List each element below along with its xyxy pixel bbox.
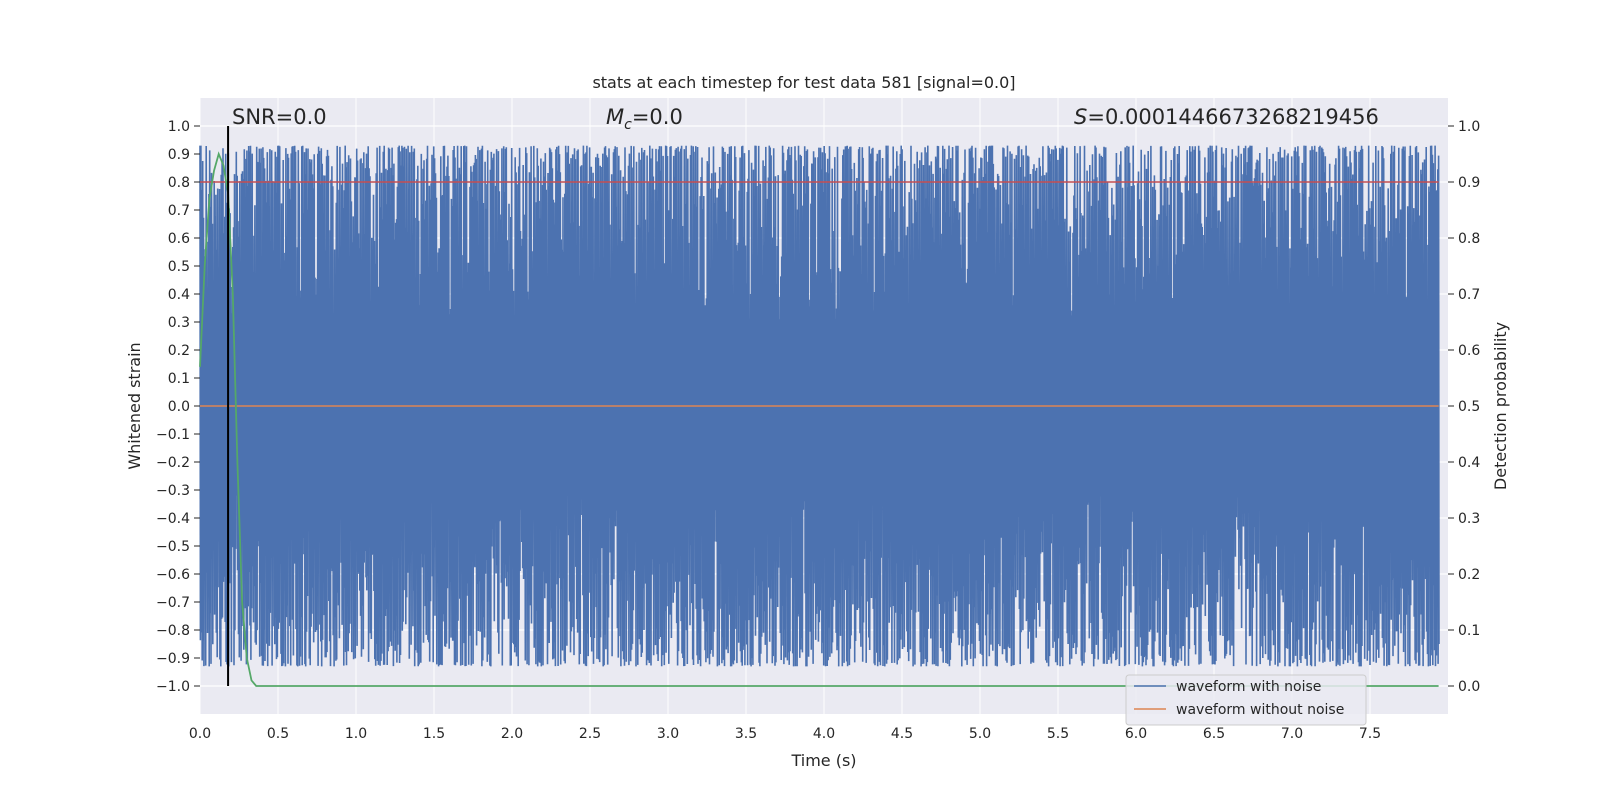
- y-left-tick-label: −0.9: [156, 651, 190, 667]
- x-tick-label: 3.0: [657, 726, 679, 742]
- y-left-axis-ticks: 1.0 0.9 0.8 0.7 0.6 0.5 0.4 0.3 0.2 0.1 0.0 −0.1 −0.…: [156, 119, 200, 695]
- legend-box: [1125, 674, 1367, 726]
- y-left-tick-label: −0.3: [156, 483, 190, 499]
- x-tick-label: 7.5: [1359, 726, 1381, 742]
- chirp-mass-subscript: c: [624, 117, 632, 133]
- y-right-tick-label: 0.3: [1458, 511, 1480, 527]
- y-left-tick-label: −1.0: [156, 679, 190, 695]
- x-tick-label: 2.5: [579, 726, 601, 742]
- chirp-mass-symbol: M: [606, 105, 624, 129]
- s-annotation: S=0.0001446673268219456: [1074, 105, 1379, 129]
- y-left-tick-label: −0.1: [156, 427, 190, 443]
- y-left-tick-label: 0.4: [168, 287, 190, 303]
- x-tick-label: 0.5: [267, 726, 289, 742]
- y-right-tick-label: 0.0: [1458, 679, 1480, 695]
- chirp-mass-value: =0.0: [632, 105, 683, 129]
- x-tick-label: 2.0: [501, 726, 523, 742]
- y-right-tick-label: 0.6: [1458, 343, 1480, 359]
- y-right-tick-label: 0.8: [1458, 231, 1480, 247]
- y-left-tick-label: 0.7: [168, 203, 190, 219]
- overlays: [199, 126, 1439, 687]
- y-right-tick-label: 1.0: [1458, 119, 1480, 135]
- x-tick-label: 1.5: [423, 726, 445, 742]
- y-left-tick-label: 0.5: [168, 259, 190, 275]
- chart-title: stats at each timestep for test data 581…: [592, 73, 1015, 92]
- x-tick-label: 5.0: [969, 726, 991, 742]
- x-axis-ticks: 0.0 0.5 1.0 1.5 2.0 2.5 3.0 3.5 4.0 4.5 5.0 5.5 6.0 6…: [189, 726, 1381, 742]
- y-left-tick-label: 0.0: [168, 399, 190, 415]
- x-tick-label: 6.0: [1125, 726, 1147, 742]
- y-left-tick-label: −0.2: [156, 455, 190, 471]
- y-left-tick-label: 0.8: [168, 175, 190, 191]
- y-left-tick-label: −0.4: [156, 511, 190, 527]
- x-tick-label: 0.0: [189, 726, 211, 742]
- y-right-tick-label: 0.7: [1458, 287, 1480, 303]
- x-tick-label: 7.0: [1281, 726, 1303, 742]
- y-right-tick-label: 0.5: [1458, 399, 1480, 415]
- waveform-with-noise-series: [199, 145, 1440, 667]
- x-tick-label: 5.5: [1047, 726, 1069, 742]
- y-right-axis-label: Detection probability: [1491, 322, 1510, 490]
- s-symbol: S: [1074, 105, 1087, 129]
- detection-probability-line: [199, 151, 1439, 687]
- y-left-tick-label: 0.9: [168, 147, 190, 163]
- s-value: =0.0001446673268219456: [1087, 105, 1379, 129]
- waveform-with-noise-line: [199, 145, 1440, 667]
- legend-label-clean: waveform without noise: [1176, 702, 1344, 718]
- x-axis-label: Time (s): [790, 751, 856, 770]
- y-left-tick-label: −0.7: [156, 595, 190, 611]
- y-left-tick-label: −0.8: [156, 623, 190, 639]
- y-left-tick-label: 0.2: [168, 343, 190, 359]
- x-tick-label: 1.0: [345, 726, 367, 742]
- y-left-tick-label: −0.5: [156, 539, 190, 555]
- legend-label-noise: waveform with noise: [1176, 679, 1321, 695]
- y-left-axis-label: Whitened strain: [125, 342, 144, 469]
- y-right-tick-label: 0.9: [1458, 175, 1480, 191]
- x-tick-label: 6.5: [1203, 726, 1225, 742]
- y-left-tick-label: 0.1: [168, 371, 190, 387]
- y-left-tick-label: −0.6: [156, 567, 190, 583]
- snr-annotation: SNR=0.0: [232, 105, 327, 129]
- x-tick-label: 4.0: [813, 726, 835, 742]
- x-tick-label: 4.5: [891, 726, 913, 742]
- y-right-axis-ticks: 1.0 0.9 0.8 0.7 0.6 0.5 0.4 0.3 0.2 0.1 0.0: [1448, 119, 1480, 695]
- y-right-tick-label: 0.1: [1458, 623, 1480, 639]
- y-right-tick-label: 0.4: [1458, 455, 1480, 471]
- y-right-tick-label: 0.2: [1458, 567, 1480, 583]
- y-left-tick-label: 1.0: [168, 119, 190, 135]
- y-left-tick-label: 0.6: [168, 231, 190, 247]
- x-tick-label: 3.5: [735, 726, 757, 742]
- y-left-tick-label: 0.3: [168, 315, 190, 331]
- chirp-mass-annotation: Mc=0.0: [606, 105, 683, 133]
- legend: waveform with noise waveform without noi…: [1125, 674, 1367, 726]
